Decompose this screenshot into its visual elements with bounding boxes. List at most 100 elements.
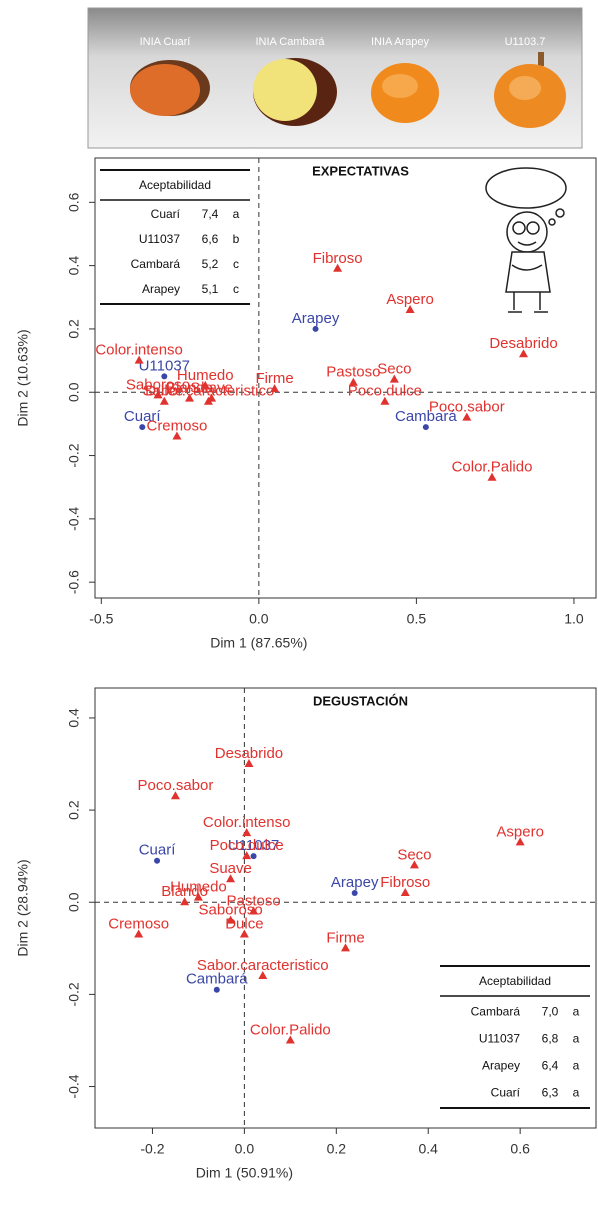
- point-label: Humedo: [170, 879, 227, 896]
- y-tick-label: 0.0: [66, 382, 82, 402]
- point-triangle: [185, 393, 195, 402]
- thinking-figure: [485, 167, 567, 313]
- point-label: Aspero: [386, 291, 434, 308]
- y-tick-label: 0.0: [66, 892, 82, 912]
- table-cell: 6,4: [542, 1058, 559, 1072]
- table-cell: Arapey: [482, 1058, 520, 1072]
- point-triangle: [242, 828, 252, 837]
- y-tick-label: -0.2: [66, 443, 82, 467]
- point-triangle: [348, 377, 358, 386]
- table-cell: c: [233, 282, 239, 296]
- point-triangle: [487, 472, 497, 481]
- point-triangle: [203, 396, 213, 405]
- point-label: Desabrido: [215, 745, 283, 762]
- point-triangle: [515, 837, 525, 846]
- point-circle: [312, 325, 319, 332]
- point-label: Humedo: [177, 367, 234, 384]
- point-triangle: [285, 1035, 295, 1044]
- point-triangle: [239, 929, 249, 938]
- point-triangle: [134, 355, 144, 364]
- point-label: Color.Palido: [250, 1021, 331, 1038]
- point-label: Poco.sabor: [429, 399, 505, 416]
- table-cell: a: [233, 207, 240, 221]
- photo-label: U1103.7: [505, 36, 546, 48]
- point-circle: [154, 857, 161, 864]
- table-cell: Cambará: [131, 257, 181, 271]
- photo-label: INIA Cambará: [255, 36, 325, 48]
- point-triangle: [270, 384, 280, 393]
- photo-label: INIA Arapey: [371, 36, 430, 48]
- point-triangle: [341, 943, 350, 952]
- point-triangle: [519, 349, 529, 358]
- point-label: Color.intenso: [203, 814, 291, 831]
- x-tick-label: 0.0: [235, 1141, 255, 1157]
- x-axis-label: Dim 1 (87.65%): [210, 635, 307, 651]
- table-cell: U11037: [139, 232, 180, 246]
- y-tick-label: 0.2: [66, 319, 82, 339]
- point-label: Arapey: [331, 874, 379, 891]
- table-cell: 5,1: [202, 282, 219, 296]
- table-cell: 7,0: [542, 1004, 559, 1018]
- y-axis-label: Dim 2 (28.94%): [15, 859, 31, 956]
- point-label: Cremoso: [108, 915, 169, 932]
- point-triangle: [249, 906, 259, 915]
- point-triangle: [153, 390, 163, 399]
- x-axis-label: Dim 1 (50.91%): [196, 1165, 293, 1181]
- point-label: Poco.sabor: [137, 777, 213, 794]
- point-label: Sabor.caracteristico: [143, 383, 275, 400]
- table-cell: 5,2: [202, 257, 219, 271]
- point-triangle: [389, 374, 399, 383]
- point-label: Poco.dulce: [210, 837, 284, 854]
- point-label: U11037: [228, 837, 279, 854]
- photo-strip: [87, 7, 583, 149]
- point-label: Dulce: [145, 383, 183, 400]
- point-triangle: [172, 431, 182, 440]
- y-tick-label: 0.4: [66, 708, 82, 728]
- x-tick-label: 0.4: [418, 1141, 438, 1157]
- table-cell: a: [573, 1004, 580, 1018]
- table-cell: 6,8: [542, 1031, 559, 1045]
- table-cell: c: [233, 257, 239, 271]
- point-label: Suave: [209, 860, 252, 877]
- photo-cuari: [130, 60, 210, 116]
- table-cell: 6,6: [202, 232, 219, 246]
- point-label: Saboroso: [198, 902, 262, 919]
- table-cell: Cuarí: [491, 1085, 521, 1099]
- point-triangle: [380, 396, 390, 405]
- chart-title: EXPECTATIVAS: [312, 163, 409, 178]
- x-tick-label: 0.2: [327, 1141, 347, 1157]
- point-label: Saboroso: [126, 376, 190, 393]
- point-triangle: [226, 874, 236, 883]
- point-circle: [213, 986, 220, 993]
- point-label: Suave: [190, 380, 233, 397]
- point-triangle: [193, 892, 203, 901]
- point-circle: [250, 853, 257, 860]
- table-cell: Cuarí: [151, 207, 181, 221]
- photo-label: INIA Cuarí: [140, 36, 191, 48]
- table-cell: b: [233, 232, 240, 246]
- point-label: Pastoso: [326, 364, 380, 381]
- point-triangle: [258, 970, 268, 979]
- point-triangle: [134, 929, 144, 938]
- y-tick-label: 0.4: [66, 256, 82, 276]
- table-cell: 7,4: [202, 207, 219, 221]
- x-tick-label: -0.5: [89, 611, 113, 627]
- point-triangle: [462, 412, 472, 421]
- point-label: Cambará: [186, 971, 248, 988]
- y-tick-label: 0.6: [66, 192, 82, 212]
- x-tick-label: 0.6: [510, 1141, 530, 1157]
- y-axis-label: Dim 2 (10.63%): [15, 329, 31, 426]
- point-label: Sabor.caracteristico: [197, 957, 329, 974]
- x-tick-label: 0.5: [407, 611, 427, 627]
- point-label: Aspero: [496, 823, 544, 840]
- point-triangle: [170, 791, 180, 800]
- chart-title: DEGUSTACIÓN: [313, 693, 408, 708]
- table-cell: Arapey: [142, 282, 180, 296]
- table-header: Aceptabilidad: [479, 974, 551, 988]
- point-circle: [422, 424, 429, 431]
- y-tick-label: -0.4: [66, 507, 82, 531]
- chart: -0.5 0.0 0.5 1.0 0.6 0.4 0.2 0.0 -0.2 -0.4 -0.6 Dim…: [15, 157, 597, 651]
- photo-u11037: [494, 52, 566, 128]
- point-label: Arapey: [292, 310, 340, 327]
